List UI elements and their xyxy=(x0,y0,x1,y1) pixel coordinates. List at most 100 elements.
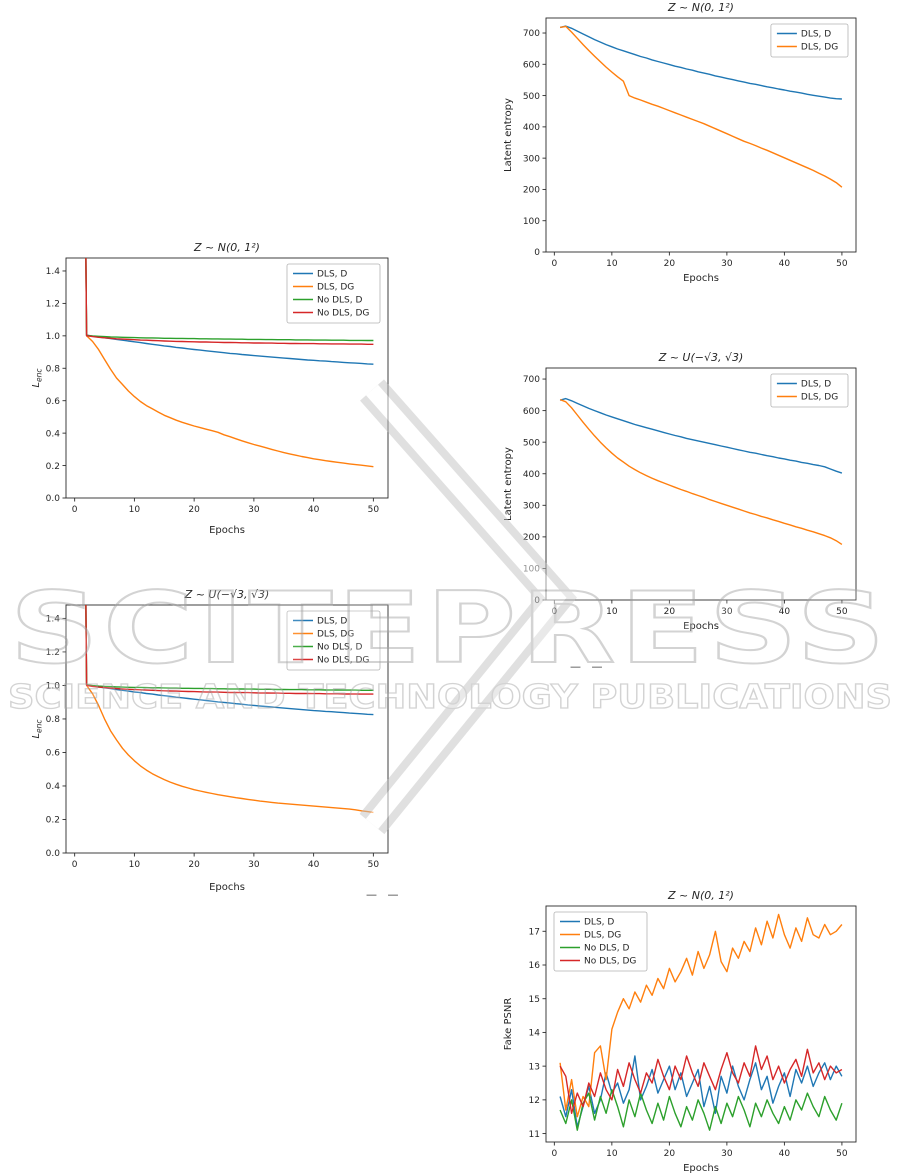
series-lines xyxy=(85,605,374,814)
series-lines xyxy=(559,913,843,1131)
svg-text:300: 300 xyxy=(523,154,540,164)
chart-encoder-loss-normal: 0 10 20 30 40 50 0.0 0.2 0.4 0.6 0.8 1.0 1.2 1.4 Z ~ N… xyxy=(28,228,396,538)
series-dls-dg xyxy=(559,913,843,1118)
svg-text:0: 0 xyxy=(551,259,557,269)
svg-text:0: 0 xyxy=(72,860,78,870)
svg-text:1.2: 1.2 xyxy=(46,648,60,658)
legend: DLS, D DLS, DG xyxy=(770,373,849,408)
legend-label: DLS, D xyxy=(317,270,347,280)
series-no-dls-d xyxy=(85,605,374,692)
svg-text:40: 40 xyxy=(779,607,791,617)
series-dls-d xyxy=(559,25,842,100)
series-no-dls-d xyxy=(85,258,374,342)
chart-fake-psnr-normal: 0 10 20 30 40 50 11 12 13 14 15 16 17 Z ~ N(0, 1²) Epo… xyxy=(500,888,872,1176)
y-axis: 11 12 13 14 15 16 17 xyxy=(529,927,546,1140)
y-axis: 0 100 200 300 400 500 600 700 xyxy=(523,375,546,606)
chart-title: Z ~ U(−√3, √3) xyxy=(184,588,270,601)
svg-text:1.4: 1.4 xyxy=(46,615,61,625)
svg-text:50: 50 xyxy=(368,860,380,870)
x-axis-label: Epochs xyxy=(209,882,245,893)
svg-text:0.4: 0.4 xyxy=(46,429,61,439)
svg-text:700: 700 xyxy=(523,29,540,39)
svg-text:0: 0 xyxy=(534,596,540,606)
svg-text:20: 20 xyxy=(188,505,200,515)
legend-label: No DLS, D xyxy=(584,944,629,954)
series-dls-d xyxy=(559,1055,843,1128)
legend-label: No DLS, DG xyxy=(584,957,636,967)
svg-text:400: 400 xyxy=(523,123,540,133)
y-axis-label: Lenc xyxy=(31,368,44,388)
y-axis: 0.0 0.2 0.4 0.6 0.8 1.0 1.2 1.4 xyxy=(46,615,66,859)
chart-latent-entropy-uniform: 0 10 20 30 40 50 0 100 200 300 400 500 600 700 Z ~ U(−… xyxy=(500,348,872,634)
svg-text:0: 0 xyxy=(534,248,540,258)
svg-text:15: 15 xyxy=(529,995,540,1005)
series-dls-dg xyxy=(559,398,843,545)
legend-label: No DLS, D xyxy=(317,296,362,306)
y-axis-label: Lenc xyxy=(31,719,44,739)
chart-canvas: 0 10 20 30 40 50 11 12 13 14 15 16 17 Z ~ N(0, 1²) Epo… xyxy=(503,889,857,1174)
svg-text:0.0: 0.0 xyxy=(46,849,61,859)
svg-text:500: 500 xyxy=(523,438,540,448)
legend-label: No DLS, DG xyxy=(317,309,369,319)
legend: DLS, D DLS, DG No DLS, D No DLS, DG xyxy=(286,263,381,324)
series-no-dls-dg xyxy=(85,258,374,346)
x-axis-label: Epochs xyxy=(683,621,719,632)
svg-text:40: 40 xyxy=(308,860,320,870)
legend-box xyxy=(770,23,849,58)
svg-text:12: 12 xyxy=(529,1096,540,1106)
svg-text:16: 16 xyxy=(529,961,541,971)
svg-text:500: 500 xyxy=(523,92,540,102)
svg-text:300: 300 xyxy=(523,502,540,512)
series-no-dls-d xyxy=(559,1088,843,1131)
legend: DLS, D DLS, DG No DLS, D No DLS, DG xyxy=(286,610,381,671)
svg-text:1.0: 1.0 xyxy=(46,682,61,692)
x-axis: 0 10 20 30 40 50 xyxy=(72,853,380,870)
legend-box xyxy=(286,263,381,324)
svg-text:200: 200 xyxy=(523,186,540,196)
x-axis: 0 10 20 30 40 50 xyxy=(72,498,380,515)
series-dls-d xyxy=(85,605,374,716)
chart-title: Z ~ N(0, 1²) xyxy=(667,889,734,902)
svg-text:0: 0 xyxy=(551,1149,557,1159)
x-axis: 0 10 20 30 40 50 xyxy=(551,252,848,269)
svg-text:30: 30 xyxy=(721,607,733,617)
svg-text:10: 10 xyxy=(606,1149,618,1159)
svg-text:30: 30 xyxy=(721,1149,733,1159)
svg-text:10: 10 xyxy=(606,259,618,269)
legend-box xyxy=(770,373,849,408)
svg-text:0.6: 0.6 xyxy=(46,397,61,407)
svg-text:50: 50 xyxy=(368,505,380,515)
svg-text:13: 13 xyxy=(529,1062,540,1072)
svg-text:14: 14 xyxy=(529,1029,541,1039)
svg-text:40: 40 xyxy=(308,505,320,515)
legend-label: DLS, D xyxy=(584,918,614,928)
svg-text:40: 40 xyxy=(779,1149,791,1159)
svg-text:0.2: 0.2 xyxy=(46,816,60,826)
chart-title: Z ~ N(0, 1²) xyxy=(667,2,734,14)
legend-label: DLS, DG xyxy=(584,931,621,941)
svg-text:0.4: 0.4 xyxy=(46,782,61,792)
series-lines xyxy=(559,397,843,545)
legend-label: DLS, DG xyxy=(801,43,838,53)
plot-border xyxy=(545,905,857,1143)
svg-text:1.0: 1.0 xyxy=(46,332,61,342)
stray-dash-marks: — — xyxy=(570,660,603,673)
svg-text:0: 0 xyxy=(72,505,78,515)
chart-canvas: 0 10 20 30 40 50 0.0 0.2 0.4 0.6 0.8 1.0 1.2 1.4 Z ~ N… xyxy=(31,241,389,536)
series-dls-dg xyxy=(85,605,374,814)
x-axis-label: Epochs xyxy=(683,1163,719,1174)
plot-border xyxy=(65,257,389,499)
svg-text:600: 600 xyxy=(523,407,540,417)
chart-title: Z ~ N(0, 1²) xyxy=(193,241,260,254)
svg-text:50: 50 xyxy=(836,1149,848,1159)
x-axis: 0 10 20 30 40 50 xyxy=(551,1142,848,1159)
y-axis-label: Latent entropy xyxy=(503,447,514,521)
series-dls-d xyxy=(85,258,374,365)
series-lines xyxy=(85,258,374,468)
svg-text:20: 20 xyxy=(664,1149,676,1159)
legend: DLS, D DLS, DG No DLS, D No DLS, DG xyxy=(553,911,648,972)
svg-text:0: 0 xyxy=(551,607,557,617)
svg-text:200: 200 xyxy=(523,533,540,543)
